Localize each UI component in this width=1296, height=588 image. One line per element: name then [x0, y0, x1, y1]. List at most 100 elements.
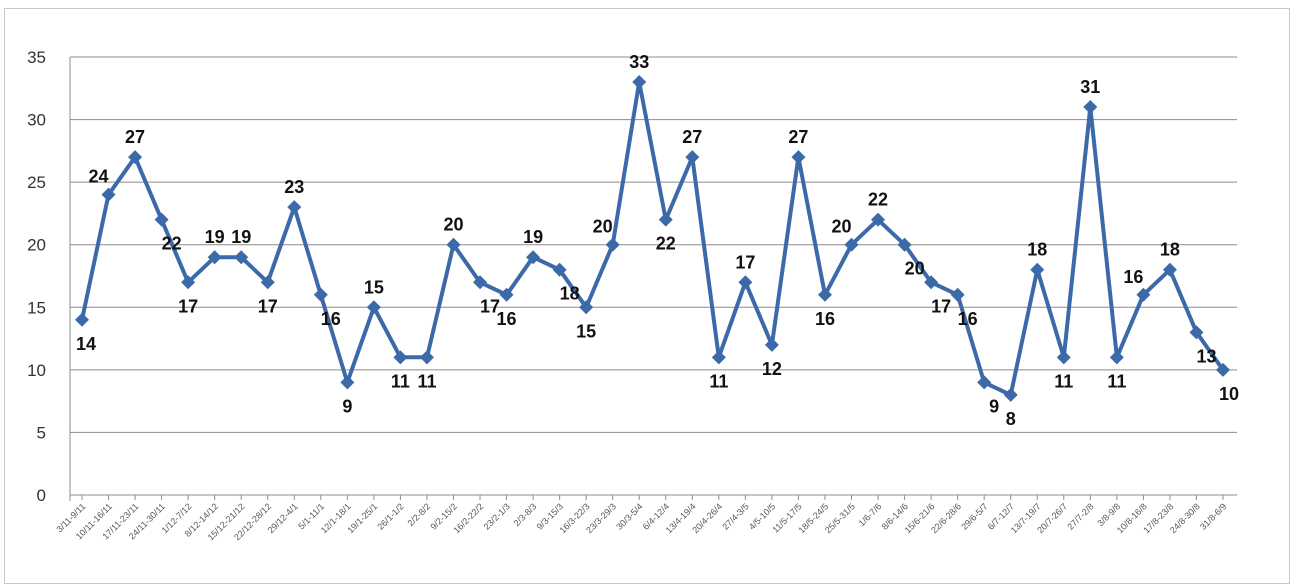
y-tick-label: 5	[37, 423, 46, 442]
data-label: 11	[417, 371, 436, 391]
data-label: 16	[958, 309, 978, 329]
data-point	[579, 300, 594, 315]
data-point	[1162, 262, 1177, 277]
data-label: 15	[576, 321, 596, 341]
data-label: 23	[284, 177, 304, 197]
data-label: 8	[1006, 409, 1016, 429]
data-label: 15	[364, 277, 384, 297]
data-point	[419, 350, 434, 365]
data-label: 16	[321, 309, 341, 329]
x-tick-label: 26/1-1/2	[375, 501, 405, 531]
data-label: 12	[762, 359, 782, 379]
chart-frame	[4, 8, 1290, 584]
data-point	[764, 337, 779, 352]
data-label: 19	[523, 227, 543, 247]
data-label: 19	[205, 227, 225, 247]
data-point	[1083, 100, 1098, 115]
data-label: 18	[1027, 240, 1047, 260]
data-point	[128, 150, 143, 165]
data-point	[924, 275, 939, 290]
axes	[69, 57, 1237, 501]
data-point	[366, 300, 381, 315]
data-label: 27	[788, 127, 808, 147]
data-label: 18	[560, 284, 580, 304]
data-label: 17	[178, 296, 198, 316]
data-point	[950, 287, 965, 302]
data-label: 18	[1160, 240, 1180, 260]
data-point	[1136, 287, 1151, 302]
data-label: 17	[480, 296, 500, 316]
y-tick-label: 25	[27, 173, 46, 192]
data-point	[393, 350, 408, 365]
data-label: 17	[258, 296, 278, 316]
data-label: 27	[682, 127, 702, 147]
y-axis-ticks: 0 5 10 15 20 25 30 35	[27, 48, 46, 505]
x-tick-label: 27/4-3/5	[720, 501, 750, 531]
data-point	[658, 212, 673, 227]
data-point	[1030, 262, 1045, 277]
data-point	[871, 212, 886, 227]
data-label: 9	[342, 396, 352, 416]
data-label: 11	[1107, 371, 1126, 391]
data-label: 13	[1196, 346, 1216, 366]
data-point	[1216, 362, 1230, 377]
data-label: 22	[162, 234, 182, 254]
data-label: 27	[125, 127, 145, 147]
data-point	[234, 250, 249, 265]
data-label: 20	[831, 217, 851, 237]
data-label: 24	[89, 167, 109, 187]
y-tick-label: 30	[27, 111, 46, 130]
data-label: 16	[1123, 267, 1143, 287]
data-point	[817, 287, 832, 302]
data-point	[711, 350, 726, 365]
x-tick-label: 23/2-1/3	[482, 501, 512, 531]
data-point	[287, 200, 302, 215]
data-label: 9	[989, 396, 999, 416]
data-point	[552, 262, 567, 277]
data-label: 11	[709, 371, 728, 391]
x-tick-label: 27/7-2/8	[1065, 501, 1095, 531]
data-label: 20	[905, 259, 925, 279]
y-tick-label: 10	[27, 361, 46, 380]
data-point	[1109, 350, 1124, 365]
data-label: 14	[76, 334, 96, 354]
data-point	[499, 287, 514, 302]
data-label: 22	[868, 190, 888, 210]
data-point	[207, 250, 222, 265]
data-point	[791, 150, 806, 165]
data-point	[526, 250, 541, 265]
y-tick-label: 15	[27, 298, 46, 317]
data-label: 17	[931, 296, 951, 316]
data-label: 11	[391, 371, 410, 391]
data-point	[605, 237, 620, 252]
data-point	[181, 275, 196, 290]
data-point	[340, 375, 355, 390]
y-tick-label: 20	[27, 236, 46, 255]
data-point	[1003, 387, 1018, 402]
data-label: 22	[656, 234, 676, 254]
y-tick-label: 0	[37, 486, 46, 505]
y-tick-label: 35	[27, 48, 46, 67]
data-point	[260, 275, 275, 290]
data-label: 20	[443, 215, 463, 235]
data-label: 16	[815, 309, 835, 329]
data-label: 10	[1219, 384, 1239, 404]
series-markers	[75, 75, 1230, 402]
data-point	[844, 237, 859, 252]
data-point	[977, 375, 992, 390]
x-tick-label: 31/8-6/9	[1198, 501, 1228, 531]
data-point	[446, 237, 461, 252]
data-label: 11	[1054, 371, 1073, 391]
data-label: 33	[629, 52, 649, 72]
data-point	[101, 187, 116, 202]
data-point	[632, 75, 647, 90]
data-point	[738, 275, 753, 290]
data-point	[313, 287, 328, 302]
x-tick-label: 30/3-5/4	[614, 501, 644, 531]
x-tick-label: 29/6-5/7	[959, 501, 989, 531]
data-label: 20	[593, 217, 613, 237]
data-point	[1056, 350, 1071, 365]
series-line	[80, 80, 1225, 397]
data-point	[897, 237, 912, 252]
